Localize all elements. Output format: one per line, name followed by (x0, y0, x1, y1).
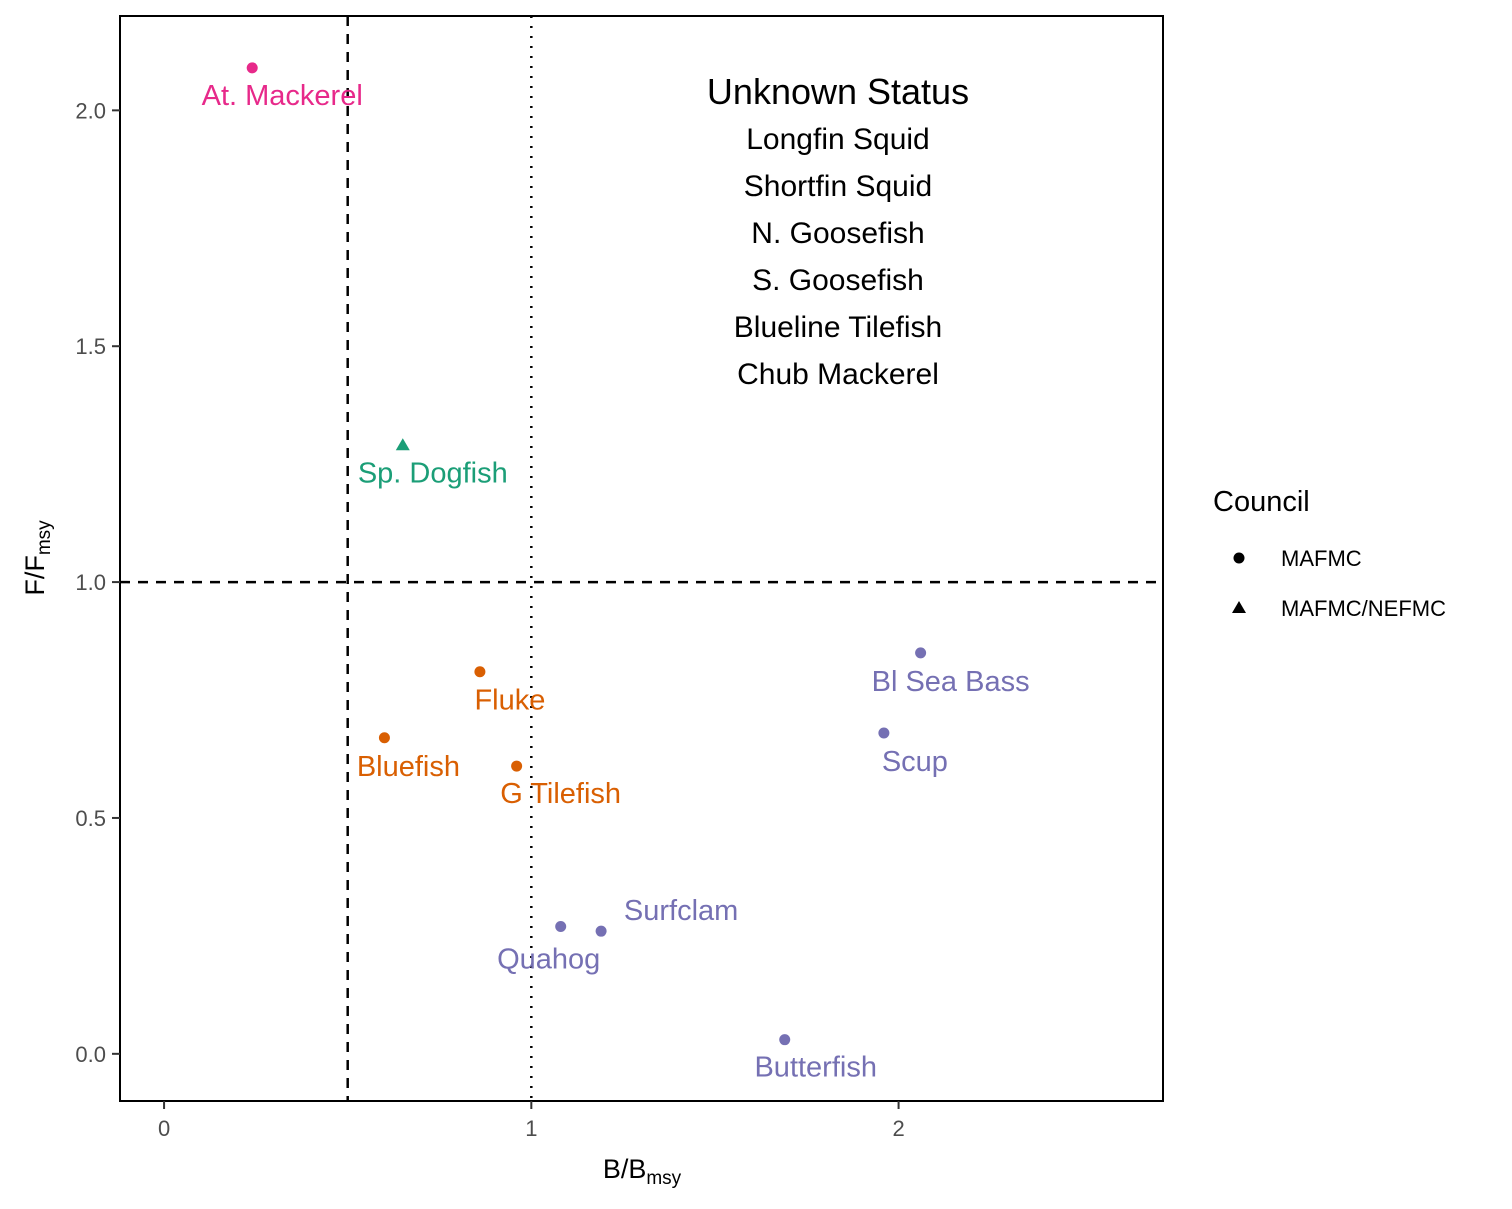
point-labels: At. Mackerel Sp. Dogfish Fluke Bluefish G Ti… (202, 80, 1030, 1084)
data-point (779, 1034, 791, 1046)
data-point (878, 727, 890, 739)
x-tick-label: 1 (525, 1116, 537, 1141)
legend-label: MAFMC/NEFMC (1281, 596, 1446, 621)
annotation-item: S. Goosefish (752, 264, 924, 297)
point-label: Bluefish (357, 751, 460, 783)
data-points (246, 62, 927, 1046)
annotation-title: Unknown Status (707, 71, 969, 112)
y-axis: 0.0 0.5 1.0 1.5 2.0 (75, 98, 120, 1067)
data-point (474, 666, 486, 678)
annotation-item: Blueline Tilefish (734, 311, 942, 344)
data-point (915, 647, 927, 659)
x-tick-label: 2 (892, 1116, 904, 1141)
x-axis: 0 1 2 (158, 1101, 905, 1141)
x-tick-label: 0 (158, 1116, 170, 1141)
x-axis-title: B/Bmsy (603, 1154, 682, 1189)
legend-key-triangle (1232, 601, 1246, 613)
data-point (246, 62, 258, 74)
y-tick-label: 1.0 (75, 570, 106, 595)
point-label: Quahog (497, 943, 600, 975)
point-label: Bl Sea Bass (872, 666, 1030, 698)
annotation-item: Longfin Squid (746, 123, 930, 156)
point-label: Sp. Dogfish (358, 457, 508, 489)
annotation-item: Shortfin Squid (744, 170, 932, 203)
point-label: Butterfish (754, 1052, 877, 1084)
data-point-triangle (395, 438, 410, 451)
legend-title: Council (1213, 486, 1310, 518)
annotation-item: N. Goosefish (751, 217, 924, 250)
unknown-status-annotation: Unknown Status Longfin Squid Shortfin Squ… (707, 71, 969, 391)
data-point (378, 732, 390, 744)
point-label: Scup (882, 746, 948, 778)
data-point (555, 920, 567, 932)
data-point (595, 925, 607, 937)
plot-panel-border (119, 15, 1164, 1102)
point-label: Surfclam (624, 895, 738, 927)
legend-label: MAFMC (1281, 546, 1362, 571)
y-tick-label: 0.0 (75, 1042, 106, 1067)
y-tick-label: 1.5 (75, 334, 106, 359)
data-point (511, 760, 523, 772)
point-label: At. Mackerel (202, 80, 363, 112)
y-axis-title: F/Fmsy (20, 520, 55, 596)
reference-lines (120, 16, 1163, 1101)
point-label: G Tilefish (500, 778, 621, 810)
point-label: Fluke (474, 685, 545, 717)
annotation-item: Chub Mackerel (737, 358, 939, 391)
legend: Council MAFMC MAFMC/NEFMC (1213, 486, 1446, 621)
legend-key-circle (1233, 552, 1245, 564)
y-tick-label: 0.5 (75, 806, 106, 831)
y-tick-label: 2.0 (75, 98, 106, 123)
